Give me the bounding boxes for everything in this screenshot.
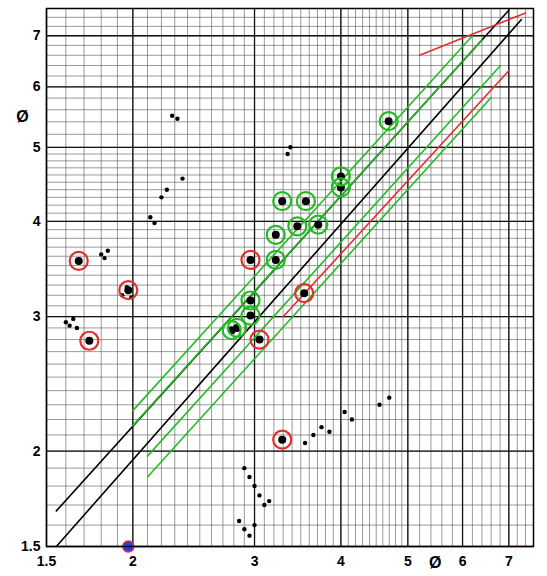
svg-text:7: 7 <box>505 553 513 569</box>
svg-text:6: 6 <box>33 78 41 94</box>
svg-text:Ø: Ø <box>16 108 28 125</box>
svg-text:4: 4 <box>33 213 41 229</box>
svg-text:5: 5 <box>33 139 41 155</box>
svg-text:3: 3 <box>251 553 259 569</box>
svg-text:6: 6 <box>459 553 467 569</box>
svg-text:7: 7 <box>33 27 41 43</box>
svg-text:Ø: Ø <box>429 554 441 571</box>
svg-text:2: 2 <box>33 443 41 459</box>
svg-text:5: 5 <box>404 553 412 569</box>
svg-text:1.5: 1.5 <box>37 553 57 569</box>
svg-text:4: 4 <box>337 553 345 569</box>
svg-text:2: 2 <box>129 553 137 569</box>
svg-text:3: 3 <box>33 308 41 324</box>
svg-text:1.5: 1.5 <box>21 538 41 554</box>
